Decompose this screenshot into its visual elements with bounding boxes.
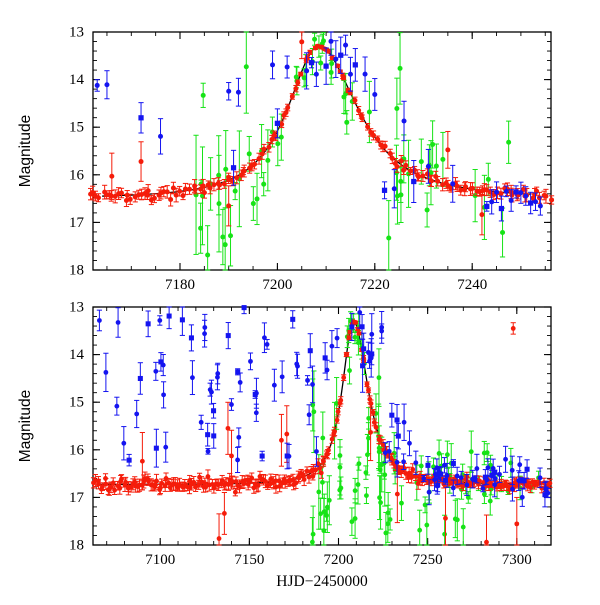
svg-text:7150: 7150 xyxy=(234,552,264,568)
svg-text:HJD−2450000: HJD−2450000 xyxy=(276,573,368,590)
svg-text:7250: 7250 xyxy=(413,552,443,568)
svg-text:7300: 7300 xyxy=(502,552,532,568)
svg-text:13: 13 xyxy=(69,25,84,41)
svg-text:18: 18 xyxy=(69,263,84,279)
svg-text:16: 16 xyxy=(69,167,85,183)
svg-text:14: 14 xyxy=(69,72,85,88)
svg-text:7180: 7180 xyxy=(165,277,195,293)
svg-text:13: 13 xyxy=(69,300,84,316)
svg-text:7200: 7200 xyxy=(262,277,292,293)
svg-text:15: 15 xyxy=(69,120,84,136)
svg-text:15: 15 xyxy=(69,395,84,411)
svg-text:Magnitude: Magnitude xyxy=(17,115,34,187)
svg-text:18: 18 xyxy=(69,538,84,554)
svg-text:16: 16 xyxy=(69,442,85,458)
svg-text:Magnitude: Magnitude xyxy=(17,390,34,462)
svg-text:7240: 7240 xyxy=(457,277,487,293)
svg-text:7220: 7220 xyxy=(360,277,390,293)
svg-text:7100: 7100 xyxy=(145,552,175,568)
svg-text:17: 17 xyxy=(69,215,85,231)
svg-text:14: 14 xyxy=(69,347,85,363)
svg-text:7200: 7200 xyxy=(324,552,354,568)
svg-text:17: 17 xyxy=(69,490,85,506)
